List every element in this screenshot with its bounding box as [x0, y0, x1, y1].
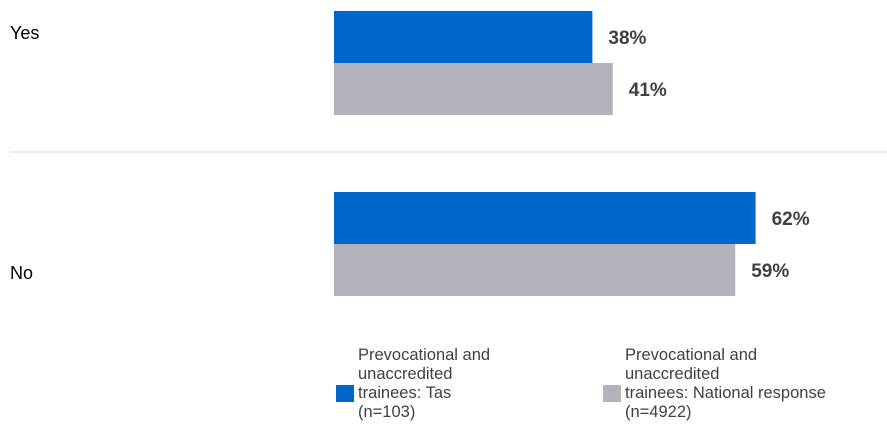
- legend-item-national: Prevocational and unaccredited trainees:…: [603, 346, 826, 422]
- legend-label-national: Prevocational and unaccredited trainees:…: [625, 346, 826, 421]
- category-label-no: No: [10, 263, 33, 283]
- legend-item-tas: Prevocational and unaccredited trainees:…: [336, 346, 490, 422]
- legend-label-tas: Prevocational and unaccredited trainees:…: [358, 346, 491, 421]
- bar-yes-national: [334, 63, 613, 115]
- category-label-yes: Yes: [10, 23, 39, 43]
- value-label-no-tas: 62%: [772, 209, 810, 230]
- value-label-yes-national: 41%: [629, 80, 667, 101]
- bar-yes-tas: [334, 11, 593, 63]
- bars-group: 38% 62% 41% 59%: [334, 11, 810, 296]
- legend-swatch-national: [603, 385, 621, 402]
- bar-no-tas: [334, 192, 756, 244]
- legend-swatch-tas: [336, 385, 354, 402]
- bar-no-national: [334, 244, 736, 296]
- value-label-yes-tas: 38%: [608, 28, 646, 49]
- value-label-no-national: 59%: [751, 261, 789, 282]
